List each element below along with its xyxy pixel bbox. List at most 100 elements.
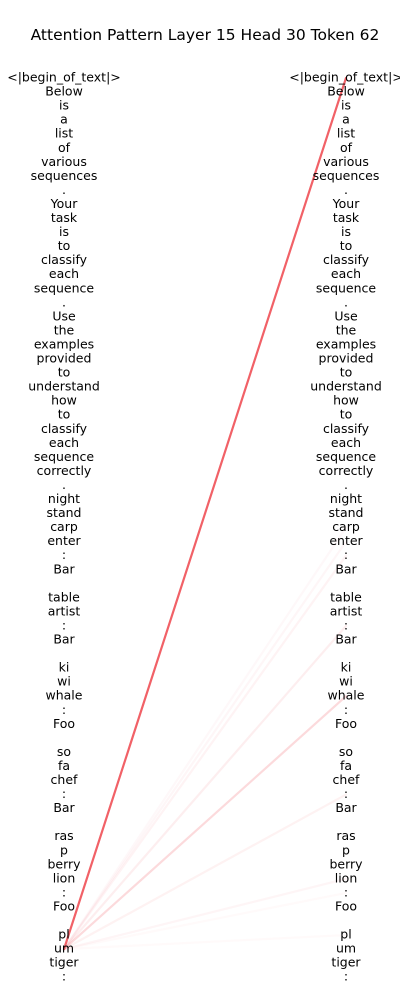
left-token-6: various [41,154,87,169]
left-token-9: Your [50,196,79,211]
right-token-61: pl [340,927,351,942]
left-token-61: pl [58,927,69,942]
right-token-51: : [344,786,348,801]
left-token-14: each [49,266,79,281]
left-token-58: : [62,884,66,899]
left-token-24: to [58,407,71,422]
left-token-29: . [62,477,66,492]
left-token-42: ki [59,660,70,675]
right-token-55: p [342,842,350,857]
left-token-40: Bar [53,632,75,647]
attention-edges [62,76,348,951]
left-token-45: : [62,702,66,717]
right-token-28: correctly [319,463,374,478]
right-token-32: carp [332,519,360,534]
right-token-46: Foo [335,716,357,731]
left-token-2: is [59,98,69,113]
right-token-25: classify [323,421,370,436]
left-token-8: . [62,182,66,197]
chart-title: Attention Pattern Layer 15 Head 30 Token… [30,26,380,44]
right-token-4: list [337,126,355,141]
left-token-3: a [60,112,68,127]
right-token-54: ras [336,828,355,843]
left-token-35: Bar [53,561,75,576]
left-token-17: Use [52,308,76,323]
right-token-21: to [340,365,353,380]
left-token-39: : [62,617,66,632]
right-token-22: understand [310,379,382,394]
right-token-20: provided [319,351,374,366]
attention-edge-3 [62,554,348,951]
left-token-52: Bar [53,800,75,815]
left-token-23: how [51,393,77,408]
left-token-55: p [60,842,68,857]
left-token-18: the [54,322,75,337]
left-token-33: enter [47,533,81,548]
right-token-26: each [331,435,361,450]
left-token-26: each [49,435,79,450]
right-token-52: Bar [335,800,357,815]
left-token-28: correctly [37,463,92,478]
right-token-18: the [336,322,357,337]
right-token-62: um [336,941,356,956]
left-token-37: table [48,589,80,604]
right-token-48: so [339,744,353,759]
left-token-11: is [59,224,69,239]
right-token-23: how [333,393,359,408]
right-token-17: Use [334,308,358,323]
right-token-7: sequences [313,168,380,183]
right-token-27: sequence [316,449,377,464]
left-token-46: Foo [53,716,75,731]
right-token-50: chef [333,772,360,787]
right-token-40: Bar [335,632,357,647]
left-token-51: : [62,786,66,801]
left-token-13: classify [41,252,88,267]
left-token-20: provided [37,351,92,366]
attention-edge-0 [62,76,348,951]
right-token-30: night [330,491,362,506]
target-token-column: <|begin_of_text|>Belowisalistofvariousse… [289,70,400,984]
attention-edge-6 [62,793,348,951]
right-token-8: . [344,182,348,197]
left-token-27: sequence [34,449,95,464]
attention-edge-7 [62,877,348,951]
left-token-50: chef [51,772,78,787]
right-token-5: of [340,140,353,155]
left-token-15: sequence [34,280,95,295]
right-token-39: : [344,617,348,632]
attention-edge-2 [62,624,348,951]
right-token-12: to [340,238,353,253]
left-token-16: . [62,294,66,309]
right-token-16: . [344,294,348,309]
left-token-59: Foo [53,898,75,913]
right-token-0: <|begin_of_text|> [289,70,400,85]
right-token-10: task [333,210,360,225]
right-token-35: Bar [335,561,357,576]
right-token-15: sequence [316,280,377,295]
right-token-2: is [341,98,351,113]
left-token-48: so [57,744,71,759]
left-token-54: ras [54,828,73,843]
left-token-10: task [51,210,78,225]
left-token-64: : [62,969,66,984]
left-token-34: : [62,547,66,562]
left-token-56: berry [47,856,81,871]
left-token-5: of [58,140,71,155]
right-token-6: various [323,154,369,169]
right-token-44: whale [328,688,365,703]
left-token-32: carp [50,519,78,534]
left-token-30: night [48,491,80,506]
left-token-49: fa [58,758,70,773]
attention-edge-4 [62,540,348,951]
right-token-1: Below [327,84,365,99]
attention-edge-1 [62,695,348,951]
left-token-19: examples [34,336,94,351]
right-token-59: Foo [335,898,357,913]
right-token-37: table [330,589,362,604]
left-token-62: um [54,941,74,956]
right-token-3: a [342,112,350,127]
source-token-column: <|begin_of_text|>Belowisalistofvariousse… [7,70,121,984]
right-token-49: fa [340,758,352,773]
right-token-64: : [344,969,348,984]
